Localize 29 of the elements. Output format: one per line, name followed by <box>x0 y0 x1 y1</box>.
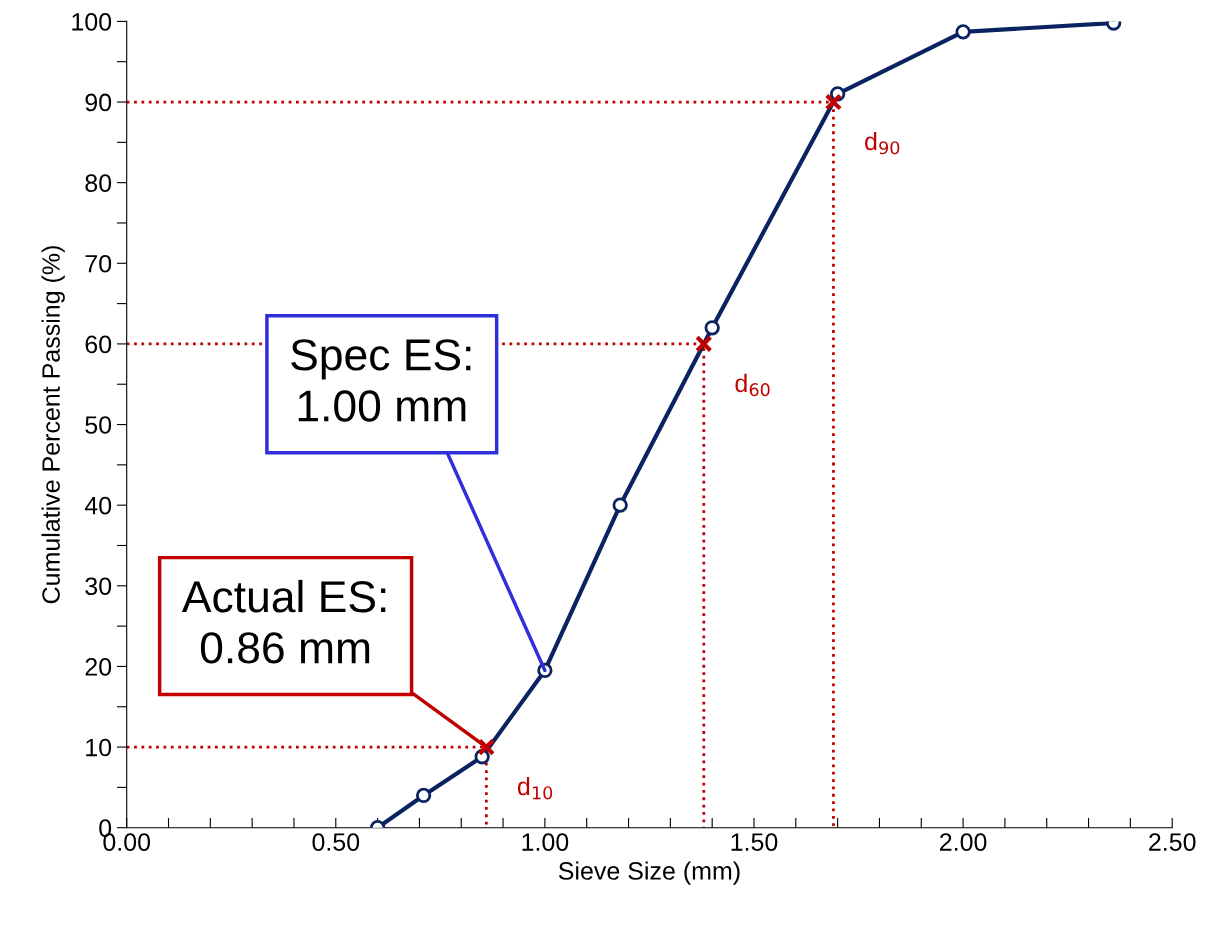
point <box>955 24 971 40</box>
y-tick-label: 100 <box>72 12 112 31</box>
x-axis-title: Sieve Size (mm) <box>558 861 740 885</box>
y-tick-label: 80 <box>85 174 112 192</box>
point <box>612 497 628 513</box>
x-tick-label: 1.00 <box>522 833 569 851</box>
y-axis-title: Cumulative Percent Passing (%) <box>41 246 65 604</box>
y-tick-label: 70 <box>85 254 112 273</box>
x-tick-label: 2.00 <box>940 833 987 851</box>
y-tick-label: 10 <box>86 738 112 757</box>
annotation: d$_{60}$ <box>735 373 770 397</box>
annotation: d$_{90}$ <box>865 131 900 155</box>
y-tick-label: 30 <box>85 577 112 596</box>
x-tick-label: 0.50 <box>312 833 360 851</box>
point <box>704 320 720 336</box>
y-tick-label: 20 <box>85 658 112 676</box>
point <box>695 335 713 353</box>
point <box>824 93 843 111</box>
point <box>477 738 496 756</box>
annotation: Actual ES: 0.86 mm <box>181 579 386 664</box>
x-tick-label: 2.50 <box>1149 833 1196 851</box>
y-tick-label: 60 <box>85 335 112 354</box>
point <box>415 787 432 804</box>
y-tick-label: 50 <box>85 416 112 434</box>
y-tick-label: 40 <box>84 496 112 515</box>
annotation: d$_{10}$ <box>517 776 553 800</box>
annotation: Spec ES: 1.00 mm <box>291 339 471 422</box>
y-tick-label: 90 <box>85 93 112 112</box>
x-tick-label: 1.50 <box>731 833 778 851</box>
